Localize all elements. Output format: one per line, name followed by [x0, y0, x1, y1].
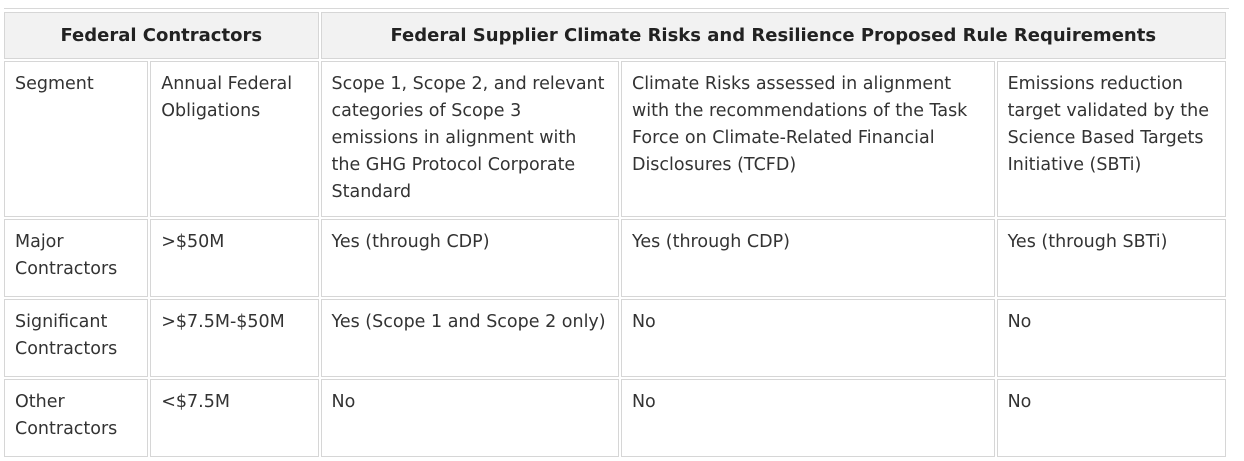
column-header-segment: Segment: [4, 61, 149, 217]
cell-emissions-scope: Yes (through CDP): [320, 219, 619, 297]
column-header-annual-obligations: Annual Federal Obligations: [150, 61, 319, 217]
column-header-emissions-scope: Scope 1, Scope 2, and relevant categorie…: [320, 61, 619, 217]
cell-segment: Significant Contractors: [4, 299, 149, 377]
cell-obligations: >$7.5M-$50M: [150, 299, 319, 377]
column-header-row: Segment Annual Federal Obligations Scope…: [4, 61, 1226, 217]
cell-segment: Other Contractors: [4, 379, 149, 457]
cell-emissions-target: No: [996, 379, 1226, 457]
table-row: Significant Contractors >$7.5M-$50M Yes …: [4, 299, 1226, 377]
cell-emissions-target: No: [996, 299, 1226, 377]
cell-climate-risks: Yes (through CDP): [620, 219, 995, 297]
requirements-table: Federal Contractors Federal Supplier Cli…: [2, 10, 1228, 459]
group-header-row: Federal Contractors Federal Supplier Cli…: [4, 12, 1226, 59]
table-row: Other Contractors <$7.5M No No No: [4, 379, 1226, 457]
cell-emissions-target: Yes (through SBTi): [996, 219, 1226, 297]
cell-emissions-scope: No: [320, 379, 619, 457]
header-proposed-rule-requirements: Federal Supplier Climate Risks and Resil…: [320, 12, 1226, 59]
column-header-climate-risks: Climate Risks assessed in alignment with…: [620, 61, 995, 217]
top-divider: [4, 8, 1229, 9]
cell-climate-risks: No: [620, 299, 995, 377]
header-federal-contractors: Federal Contractors: [4, 12, 319, 59]
cell-climate-risks: No: [620, 379, 995, 457]
column-header-emissions-target: Emissions reduction target validated by …: [996, 61, 1226, 217]
cell-obligations: >$50M: [150, 219, 319, 297]
cell-segment: Major Contractors: [4, 219, 149, 297]
table-row: Major Contractors >$50M Yes (through CDP…: [4, 219, 1226, 297]
cell-obligations: <$7.5M: [150, 379, 319, 457]
cell-emissions-scope: Yes (Scope 1 and Scope 2 only): [320, 299, 619, 377]
